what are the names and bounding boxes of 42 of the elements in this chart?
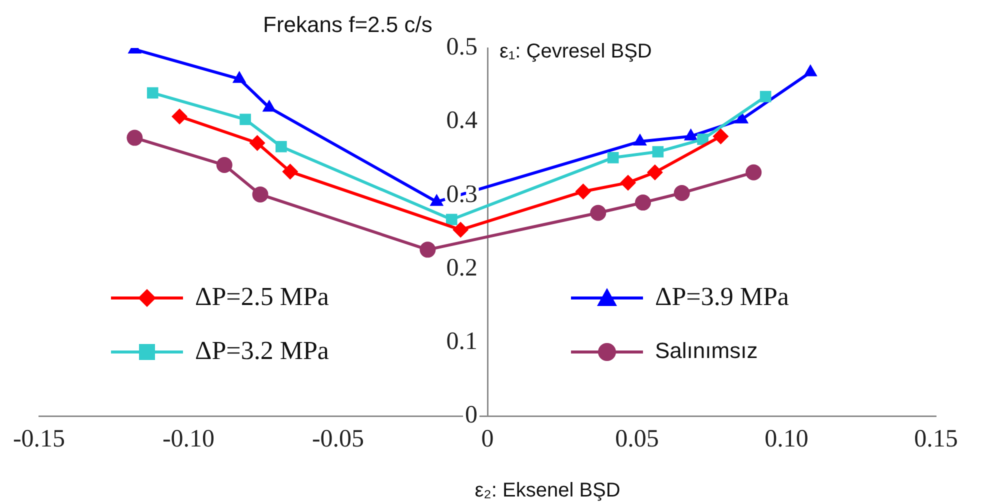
x-tick-label: -0.10	[162, 426, 215, 453]
point	[420, 242, 436, 258]
legend-label: Salınımsız	[655, 338, 758, 364]
point	[276, 140, 287, 152]
y-tick-label: 0.5	[446, 34, 478, 61]
x-tick-label: 0.15	[914, 426, 958, 453]
legend-label: ΔP=3.9 MPa	[655, 282, 790, 311]
y-tick-label: 0.2	[446, 254, 478, 282]
legend-label: ΔP=3.2 MPa	[195, 336, 330, 365]
x-tick-label: 0.10	[764, 426, 808, 453]
point	[697, 134, 708, 145]
point	[760, 90, 772, 102]
point	[652, 146, 664, 158]
chart-title: Frekans f=2.5 c/s	[263, 12, 432, 38]
y-tick-label: 0.4	[446, 107, 478, 134]
y-tick-label: 0.1	[446, 328, 478, 355]
point	[126, 130, 143, 146]
point	[146, 87, 158, 99]
point	[674, 184, 690, 201]
point	[452, 222, 469, 238]
point	[240, 114, 251, 126]
x-tick-label: 0.05	[615, 426, 659, 453]
point	[249, 134, 266, 151]
point	[282, 164, 298, 180]
point	[712, 128, 729, 144]
point	[746, 164, 762, 180]
point	[575, 184, 592, 200]
x-tick-label: -0.15	[12, 426, 66, 453]
point	[252, 186, 268, 202]
point	[446, 214, 458, 226]
x-tick-label: -0.05	[312, 426, 364, 453]
point	[620, 174, 636, 191]
point	[607, 152, 619, 164]
y-axis-title: ε₁: Çevresel BŞD	[500, 40, 652, 63]
legend-label: ΔP=2.5 MPa	[195, 282, 330, 311]
x-axis-title: ε₂: Eksenel BŞD	[474, 480, 620, 502]
point	[172, 108, 188, 124]
point	[590, 204, 606, 221]
point	[646, 164, 663, 180]
point	[634, 194, 651, 211]
point	[216, 157, 232, 174]
y-tick-label: 0	[465, 402, 478, 429]
